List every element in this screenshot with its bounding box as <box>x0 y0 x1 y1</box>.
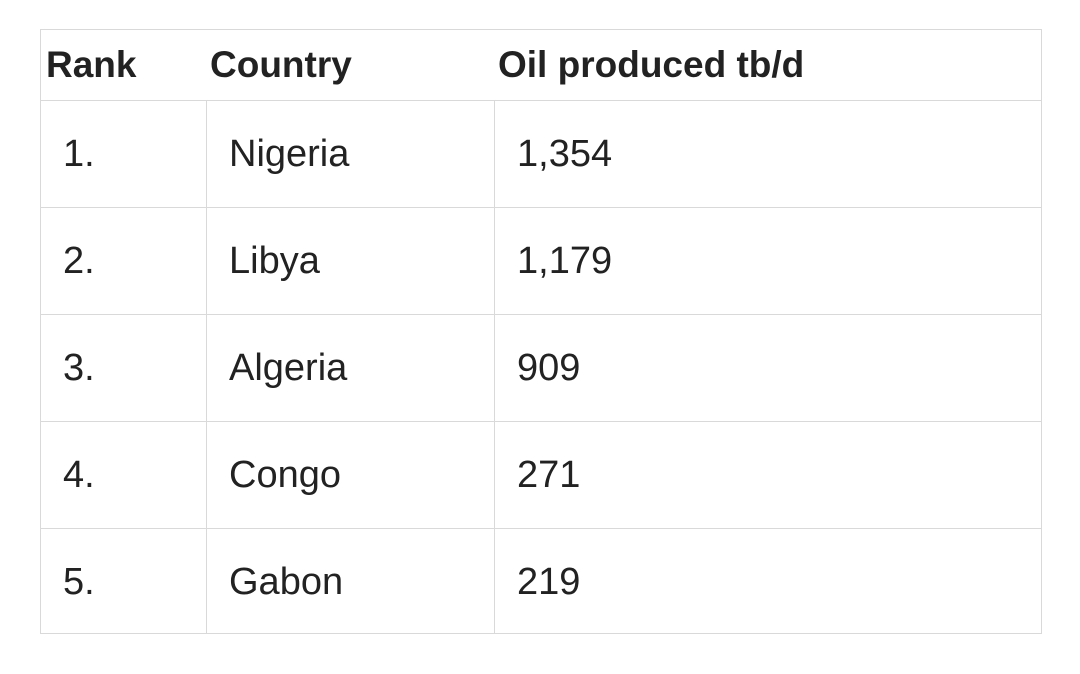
body-cell: 219 <box>495 528 1041 635</box>
body-cell: Congo <box>207 421 495 528</box>
body-cell: 3. <box>41 314 207 421</box>
body-cell: Gabon <box>207 528 495 635</box>
column-divider <box>494 100 495 633</box>
body-cell: 1,179 <box>495 207 1041 314</box>
body-cell: 2. <box>41 207 207 314</box>
body-cell: Libya <box>207 207 495 314</box>
body-cell: Nigeria <box>207 100 495 207</box>
body-cell: 4. <box>41 421 207 528</box>
body-cell: 271 <box>495 421 1041 528</box>
body-cell: Algeria <box>207 314 495 421</box>
table: Rank Country Oil produced tb/d 1. Nigeria 1,3… <box>40 29 1042 634</box>
body-cell: 909 <box>495 314 1041 421</box>
header-cell: Country <box>210 44 352 85</box>
body-cell: 1. <box>41 100 207 207</box>
header-cell: Oil produced tb/d <box>498 44 805 85</box>
body-cell: 1,354 <box>495 100 1041 207</box>
header-cell: Rank <box>46 44 137 85</box>
body-cell: 5. <box>41 528 207 635</box>
column-divider <box>206 100 207 633</box>
